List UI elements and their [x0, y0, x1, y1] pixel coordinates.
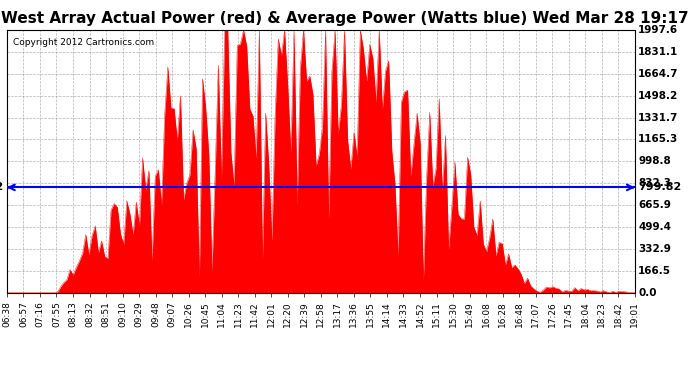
Text: 499.4: 499.4 [638, 222, 671, 232]
Text: 832.3: 832.3 [638, 178, 671, 188]
Text: 1997.6: 1997.6 [638, 25, 678, 35]
Text: 998.8: 998.8 [638, 156, 671, 166]
Text: 1831.1: 1831.1 [638, 47, 678, 57]
Text: 1165.3: 1165.3 [638, 134, 678, 144]
Text: 166.5: 166.5 [638, 266, 671, 276]
Text: 799.82: 799.82 [638, 182, 682, 192]
Text: Copyright 2012 Cartronics.com: Copyright 2012 Cartronics.com [13, 38, 155, 47]
Text: 799.82: 799.82 [0, 182, 3, 192]
Text: 665.9: 665.9 [638, 200, 671, 210]
Text: 1498.2: 1498.2 [638, 91, 678, 101]
Text: 1664.7: 1664.7 [638, 69, 679, 79]
Text: West Array Actual Power (red) & Average Power (Watts blue) Wed Mar 28 19:17: West Array Actual Power (red) & Average … [1, 11, 689, 26]
Text: 332.9: 332.9 [638, 244, 671, 254]
Text: 0.0: 0.0 [638, 288, 657, 297]
Text: 1331.7: 1331.7 [638, 112, 679, 123]
